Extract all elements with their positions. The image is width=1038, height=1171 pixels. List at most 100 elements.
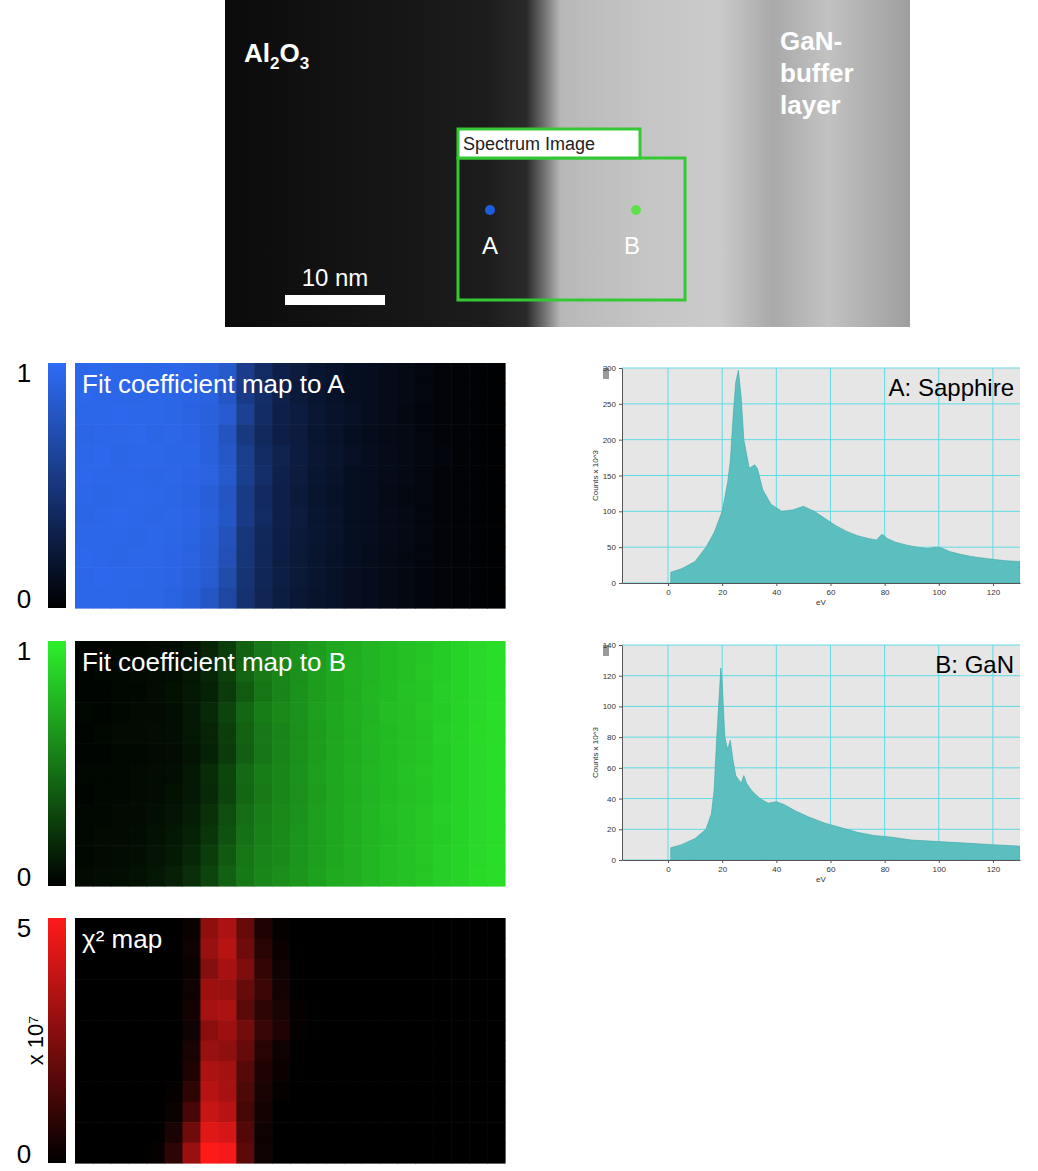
- heatmap-cell: [254, 804, 273, 825]
- heatmap-cell: [308, 567, 327, 588]
- heatmap-cell: [183, 526, 202, 547]
- heatmap-cell: [380, 526, 399, 547]
- heatmap-cell: [433, 845, 452, 866]
- heatmap-cell: [129, 1122, 148, 1143]
- point-marker: [485, 205, 495, 215]
- heatmap-cell: [415, 383, 434, 404]
- heatmap-cell: [415, 465, 434, 486]
- heatmap-cell: [344, 1122, 363, 1143]
- heatmap-cell: [451, 979, 470, 1000]
- heatmap-cell: [380, 866, 399, 887]
- heatmap-cell: [129, 1041, 148, 1062]
- heatmap-cell: [433, 1000, 452, 1021]
- heatmap-cell: [326, 547, 345, 568]
- heatmap-cell: [362, 1081, 381, 1102]
- heatmap-cell: [487, 547, 506, 568]
- heatmap-cell: [326, 1041, 345, 1062]
- heatmap-cell: [129, 588, 148, 609]
- heatmap-cell: [344, 845, 363, 866]
- heatmap-cell: [398, 845, 417, 866]
- heatmap-cell: [326, 866, 345, 887]
- y-tick: 50: [607, 543, 622, 552]
- heatmap-cell: [183, 764, 202, 785]
- x-tick-mark: [830, 860, 831, 863]
- heatmap-cell: [433, 1020, 452, 1041]
- y-tick: 60: [607, 764, 622, 773]
- y-tick-label: 100: [603, 507, 617, 516]
- heatmap-cell: [398, 1143, 417, 1164]
- heatmap-cell: [487, 825, 506, 846]
- heatmap-cell: [469, 661, 488, 682]
- heatmap-cell: [380, 1061, 399, 1082]
- heatmap-cell: [165, 1143, 184, 1164]
- heatmap-cell: [326, 804, 345, 825]
- heatmap-cell: [344, 506, 363, 527]
- heatmap-cell: [398, 547, 417, 568]
- heatmap-cell: [362, 938, 381, 959]
- heatmap-cell: [218, 979, 237, 1000]
- x-axis: 020406080100120: [623, 583, 1021, 597]
- heatmap-cell: [487, 641, 506, 662]
- heatmap-title: Fit coefficient map to B: [82, 647, 346, 677]
- heatmap-cell: [183, 1061, 202, 1082]
- heatmap-cell: [183, 866, 202, 887]
- heatmap-cell: [75, 804, 94, 825]
- heatmap-cell: [415, 938, 434, 959]
- heatmap-cell: [272, 465, 291, 486]
- heatmap-cell: [398, 825, 417, 846]
- heatmap-cell: [183, 959, 202, 980]
- heatmap-cell: [200, 764, 219, 785]
- heatmap-cell: [398, 682, 417, 703]
- heatmap-cell: [380, 547, 399, 568]
- heatmap-cell: [75, 1000, 94, 1021]
- heatmap-cell: [290, 1041, 309, 1062]
- heatmap-cell: [308, 723, 327, 744]
- heatmap-cell: [380, 363, 399, 384]
- heatmap-cell: [75, 682, 94, 703]
- heatmap-cell: [415, 784, 434, 805]
- heatmap-cell: [165, 825, 184, 846]
- layer-label: GaN-: [780, 26, 842, 56]
- heatmap-cell: [344, 825, 363, 846]
- heatmap-cell: [487, 1081, 506, 1102]
- y-tick: 100: [603, 507, 622, 516]
- x-axis-line: [623, 583, 1021, 584]
- heatmap-cell: [218, 682, 237, 703]
- heatmap-cell: [326, 567, 345, 588]
- heatmap-cell: [218, 486, 237, 507]
- heatmap-cell: [93, 959, 112, 980]
- heatmap-cell: [272, 743, 291, 764]
- heatmap-cell: [380, 404, 399, 425]
- heatmap-cell: [111, 702, 130, 723]
- heatmap-cell: [362, 445, 381, 466]
- heatmap-cell: [362, 404, 381, 425]
- heatmap-cell: [451, 567, 470, 588]
- heatmap-cell: [165, 784, 184, 805]
- heatmap-cell: [236, 764, 255, 785]
- heatmap-cell: [75, 526, 94, 547]
- heatmap-cell: [75, 702, 94, 723]
- heatmap-cell: [380, 938, 399, 959]
- x-tick-mark: [722, 860, 723, 863]
- heatmap-cell: [326, 979, 345, 1000]
- heatmap-cell: [272, 845, 291, 866]
- heatmap-cell: [469, 959, 488, 980]
- heatmap-cell: [362, 1143, 381, 1164]
- heatmap-cell: [344, 866, 363, 887]
- y-axis-title: Counts x 10^3: [591, 450, 600, 501]
- heatmap-cell: [398, 661, 417, 682]
- heatmap-cell: [200, 938, 219, 959]
- heatmap-cell: [254, 825, 273, 846]
- heatmap-cell: [380, 979, 399, 1000]
- heatmap-cell: [398, 938, 417, 959]
- heatmap-cell: [272, 1081, 291, 1102]
- heatmap-cell: [93, 804, 112, 825]
- heatmap-cell: [308, 1061, 327, 1082]
- heatmap-cell: [290, 424, 309, 445]
- heatmap-cell: [326, 702, 345, 723]
- heatmap-cell: [165, 547, 184, 568]
- heatmap-cell: [165, 1081, 184, 1102]
- heatmap-cell: [308, 526, 327, 547]
- heatmap-cell: [183, 506, 202, 527]
- heatmap-cell: [129, 723, 148, 744]
